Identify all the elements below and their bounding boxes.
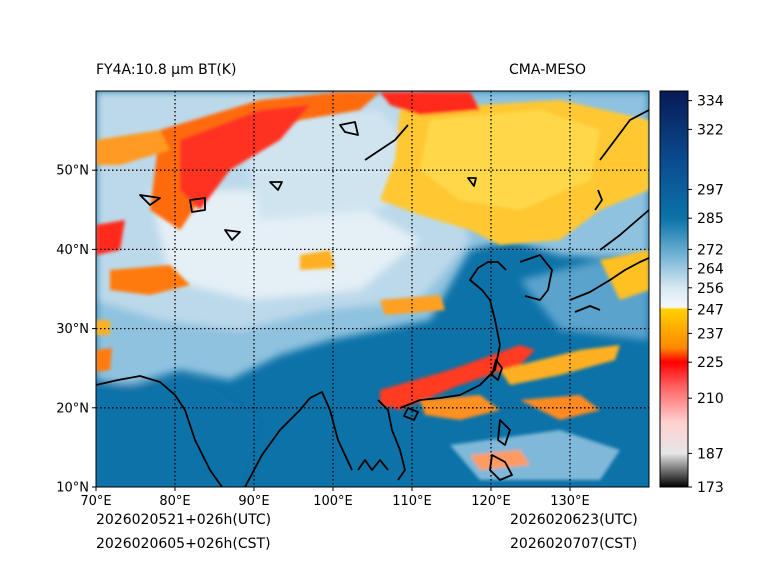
y-tick-label: 20°N [56, 401, 89, 416]
coastlines [96, 109, 649, 487]
y-tick-label: 40°N [56, 243, 89, 258]
colorbar-tick-label: 264 [697, 262, 724, 278]
y-tick-label: 50°N [56, 164, 89, 179]
init-time-utc: 2026020521+026h(UTC) [96, 512, 272, 528]
map-frame [95, 90, 650, 488]
colorbar-tick-label: 334 [697, 94, 724, 110]
x-tick-label: 130°E [550, 494, 590, 509]
x-axis: 70°E 80°E 90°E 100°E 110°E 120°E 130°E [80, 487, 590, 509]
valid-time-utc: 2026020623(UTC) [510, 512, 638, 528]
y-tick-label: 30°N [56, 322, 89, 337]
x-tick-label: 90°E [238, 494, 269, 509]
x-tick-label: 70°E [80, 494, 111, 509]
x-tick-label: 80°E [159, 494, 190, 509]
colorbar-tick-label: 285 [697, 211, 724, 227]
colorbar-tick-label: 173 [697, 480, 724, 496]
colorbar [659, 90, 689, 488]
x-tick-label: 110°E [392, 494, 432, 509]
grid-lines [96, 91, 649, 487]
x-tick-label: 120°E [471, 494, 511, 509]
colorbar-ticks: 334 322 297 285 272 264 256 247 237 225 210 187 173 [688, 94, 724, 496]
y-axis: 10°N 20°N 30°N 40°N 50°N [56, 164, 96, 496]
x-tick-label: 100°E [313, 494, 353, 509]
init-time-cst: 2026020605+026h(CST) [96, 536, 271, 552]
colorbar-tick-label: 322 [697, 122, 724, 138]
y-tick-label: 10°N [56, 481, 89, 496]
satellite-image [96, 91, 649, 487]
colorbar-tick-label: 256 [697, 281, 724, 297]
right-title: CMA-MESO [509, 62, 587, 78]
colorbar-tick-label: 297 [697, 182, 724, 198]
valid-time-cst: 2026020707(CST) [510, 536, 638, 552]
colorbar-tick-label: 225 [697, 355, 724, 371]
colorbar-tick-label: 237 [697, 326, 724, 342]
colorbar-tick-label: 247 [697, 302, 724, 318]
colorbar-tick-label: 187 [697, 446, 724, 462]
left-title: FY4A:10.8 µm BT(K) [96, 62, 237, 78]
colorbar-tick-label: 210 [697, 391, 724, 407]
colorbar-tick-label: 272 [697, 242, 724, 258]
